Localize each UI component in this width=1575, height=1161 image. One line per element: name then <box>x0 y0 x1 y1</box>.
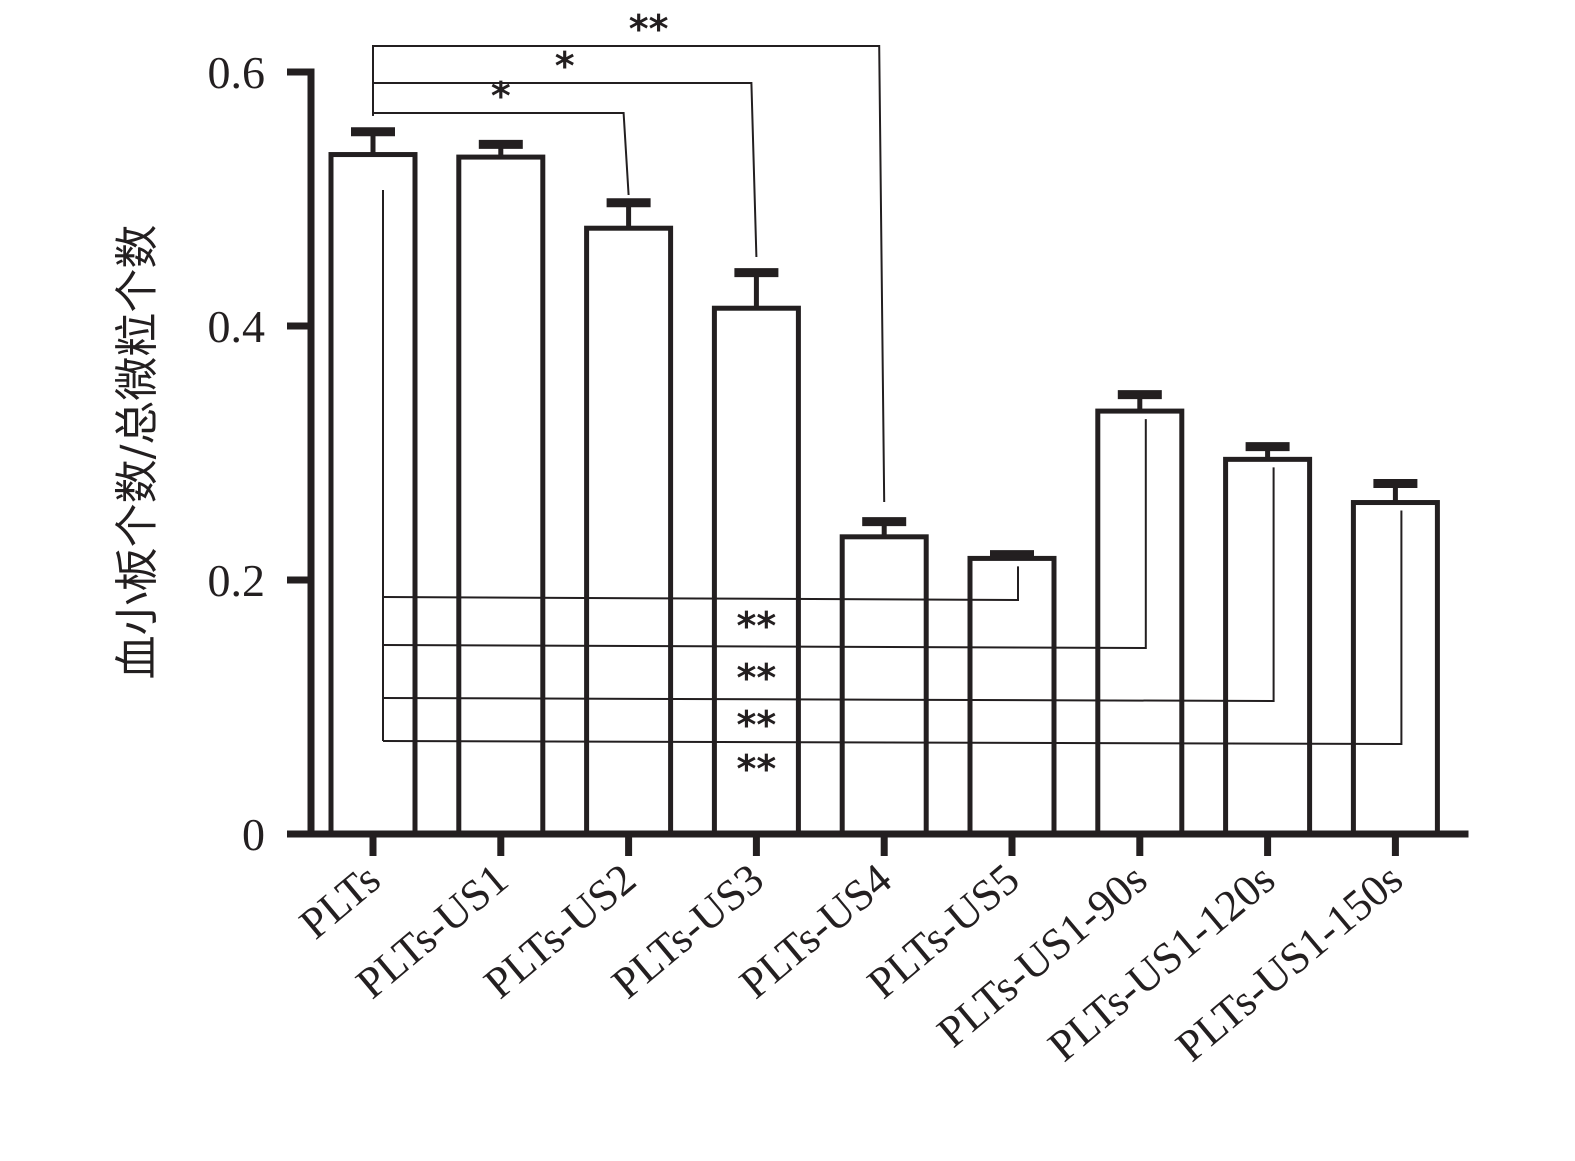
sig-label-2: ** <box>629 7 669 51</box>
sig-bracket-1 <box>372 82 758 258</box>
x-tick-label-7: PLTs-US1-120s <box>1039 854 1284 1071</box>
bar-4 <box>839 534 929 837</box>
y-tick-label-2: 0.4 <box>208 301 266 352</box>
bar-7 <box>1223 456 1313 837</box>
sig-label-0: * <box>491 74 511 118</box>
y-ticks: 0 0.2 0.4 0.6 <box>208 47 311 860</box>
x-ticks: PLTsPLTs-US1PLTs-US2PLTs-US3PLTs-US4PLTs… <box>290 834 1412 1071</box>
bars <box>328 127 1440 837</box>
bar-5 <box>967 555 1057 837</box>
x-tick-label-8: PLTs-US1-150s <box>1167 854 1412 1071</box>
sig-bracket-6 <box>382 510 1403 746</box>
bar-8 <box>1350 500 1440 837</box>
y-tick-label-3: 0.6 <box>208 47 266 98</box>
sig-bracket-5 <box>382 467 1275 703</box>
bar-6 <box>1095 408 1185 837</box>
sig-bracket-2 <box>372 45 886 503</box>
sig-bracket-3 <box>382 566 1019 602</box>
bar-2 <box>584 225 674 837</box>
bar-1 <box>456 154 546 837</box>
y-tick-label-0: 0 <box>242 809 265 860</box>
y-tick-label-1: 0.2 <box>208 555 266 606</box>
sig-label-6: ** <box>737 747 777 791</box>
sig-label-1: * <box>555 44 575 88</box>
sig-label-4: ** <box>737 656 777 700</box>
sig-label-5: ** <box>737 703 777 747</box>
x-tick-label-0: PLTs <box>290 854 389 948</box>
sig-label-3: ** <box>737 604 777 648</box>
significance-brackets: ************ <box>372 7 1403 791</box>
y-axis-label: 血小板个数/总微粒个数 <box>112 225 163 680</box>
bar-0 <box>328 152 418 837</box>
sig-bracket-4 <box>382 419 1147 650</box>
